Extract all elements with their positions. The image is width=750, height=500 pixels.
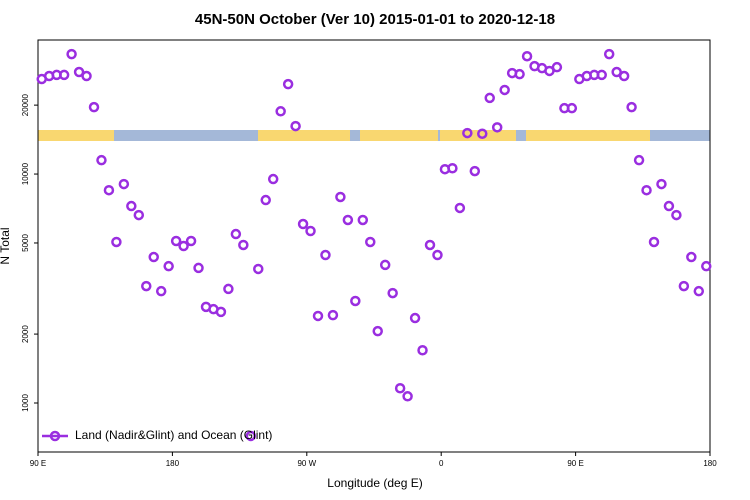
- data-point: [163, 260, 174, 272]
- x-tick-label: 90 W: [297, 459, 316, 468]
- data-point: [73, 66, 85, 78]
- data-point: [671, 209, 682, 221]
- data-point: [454, 202, 466, 214]
- data-point: [312, 310, 324, 322]
- data-point: [566, 102, 578, 114]
- land-ocean-strip: [38, 130, 710, 141]
- data-point: [618, 70, 630, 82]
- data-point: [641, 184, 652, 196]
- x-tick-label: 180: [166, 459, 180, 468]
- chart-title: 45N-50N October (Ver 10) 2015-01-01 to 2…: [195, 11, 555, 28]
- data-point: [521, 50, 533, 62]
- data-point: [118, 178, 130, 190]
- data-point: [238, 239, 249, 251]
- y-tick-label: 20000: [21, 93, 30, 116]
- data-point: [603, 48, 615, 60]
- legend-marker: [49, 430, 61, 442]
- data-point: [648, 236, 660, 248]
- data-point: [686, 251, 697, 263]
- data-point: [223, 283, 234, 295]
- data-point: [245, 430, 257, 442]
- data-point: [185, 235, 197, 247]
- data-point: [230, 228, 242, 240]
- data-point: [387, 287, 398, 299]
- data-point: [357, 214, 369, 226]
- data-point: [409, 312, 421, 324]
- x-tick-label: 180: [703, 459, 717, 468]
- data-point: [320, 249, 331, 261]
- land-band: [38, 130, 114, 141]
- data-point: [402, 391, 413, 402]
- y-tick-label: 1000: [21, 394, 30, 412]
- data-point: [656, 178, 667, 190]
- data-point: [663, 200, 675, 212]
- data-point: [477, 128, 488, 139]
- data-point: [394, 383, 406, 394]
- data-point: [372, 325, 383, 337]
- data-point: [633, 154, 645, 166]
- data-point: [88, 101, 100, 113]
- data-point: [267, 173, 279, 185]
- land-band: [360, 130, 438, 141]
- data-point: [111, 236, 122, 248]
- data-point: [424, 239, 436, 251]
- data-point: [133, 209, 145, 221]
- data-point: [148, 251, 159, 263]
- data-point: [282, 78, 294, 90]
- y-axis-label: N Total: [0, 227, 12, 264]
- data-point: [141, 280, 152, 292]
- data-point: [432, 249, 443, 261]
- data-point: [611, 66, 622, 78]
- data-point: [596, 69, 607, 81]
- data-point: [253, 263, 264, 275]
- data-point: [58, 69, 70, 81]
- land-band: [526, 130, 650, 141]
- data-point: [297, 218, 309, 230]
- data-point: [327, 309, 339, 321]
- data-point: [462, 127, 473, 139]
- data-point: [350, 295, 361, 307]
- data-point: [66, 48, 77, 60]
- data-point: [365, 236, 376, 248]
- land-band: [258, 130, 350, 141]
- data-point: [96, 154, 107, 166]
- data-point: [275, 106, 286, 117]
- data-point: [155, 285, 167, 297]
- data-point: [81, 70, 92, 82]
- x-tick-label: 90 E: [30, 459, 46, 468]
- data-point: [447, 163, 458, 174]
- data-point: [178, 240, 189, 252]
- data-point: [701, 260, 712, 272]
- data-point: [126, 200, 137, 212]
- data-point: [103, 184, 115, 196]
- data-point: [678, 280, 690, 292]
- data-point: [469, 165, 481, 177]
- x-tick-label: 0: [439, 459, 444, 468]
- data-point: [491, 122, 503, 133]
- data-point: [417, 344, 428, 356]
- data-point: [290, 120, 301, 132]
- x-axis-label: Longitude (deg E): [327, 476, 422, 490]
- data-point: [626, 101, 637, 113]
- data-point: [170, 235, 182, 247]
- data-point: [514, 68, 525, 80]
- data-point: [215, 306, 227, 318]
- data-point: [305, 225, 316, 237]
- data-point: [551, 61, 563, 73]
- y-tick-label: 2000: [21, 325, 30, 343]
- y-tick-label: 10000: [21, 162, 30, 185]
- data-point: [499, 84, 510, 96]
- data-point: [335, 191, 346, 203]
- plot-frame: [37, 39, 711, 453]
- y-tick-label: 5000: [21, 234, 30, 252]
- data-point: [484, 92, 495, 104]
- data-point: [693, 285, 705, 297]
- data-point: [193, 262, 204, 274]
- x-tick-label: 90 E: [567, 459, 583, 468]
- data-point: [260, 194, 271, 206]
- data-point: [342, 214, 354, 226]
- legend-label: Land (Nadir&Glint) and Ocean (Glint): [75, 428, 272, 442]
- data-point: [379, 259, 391, 271]
